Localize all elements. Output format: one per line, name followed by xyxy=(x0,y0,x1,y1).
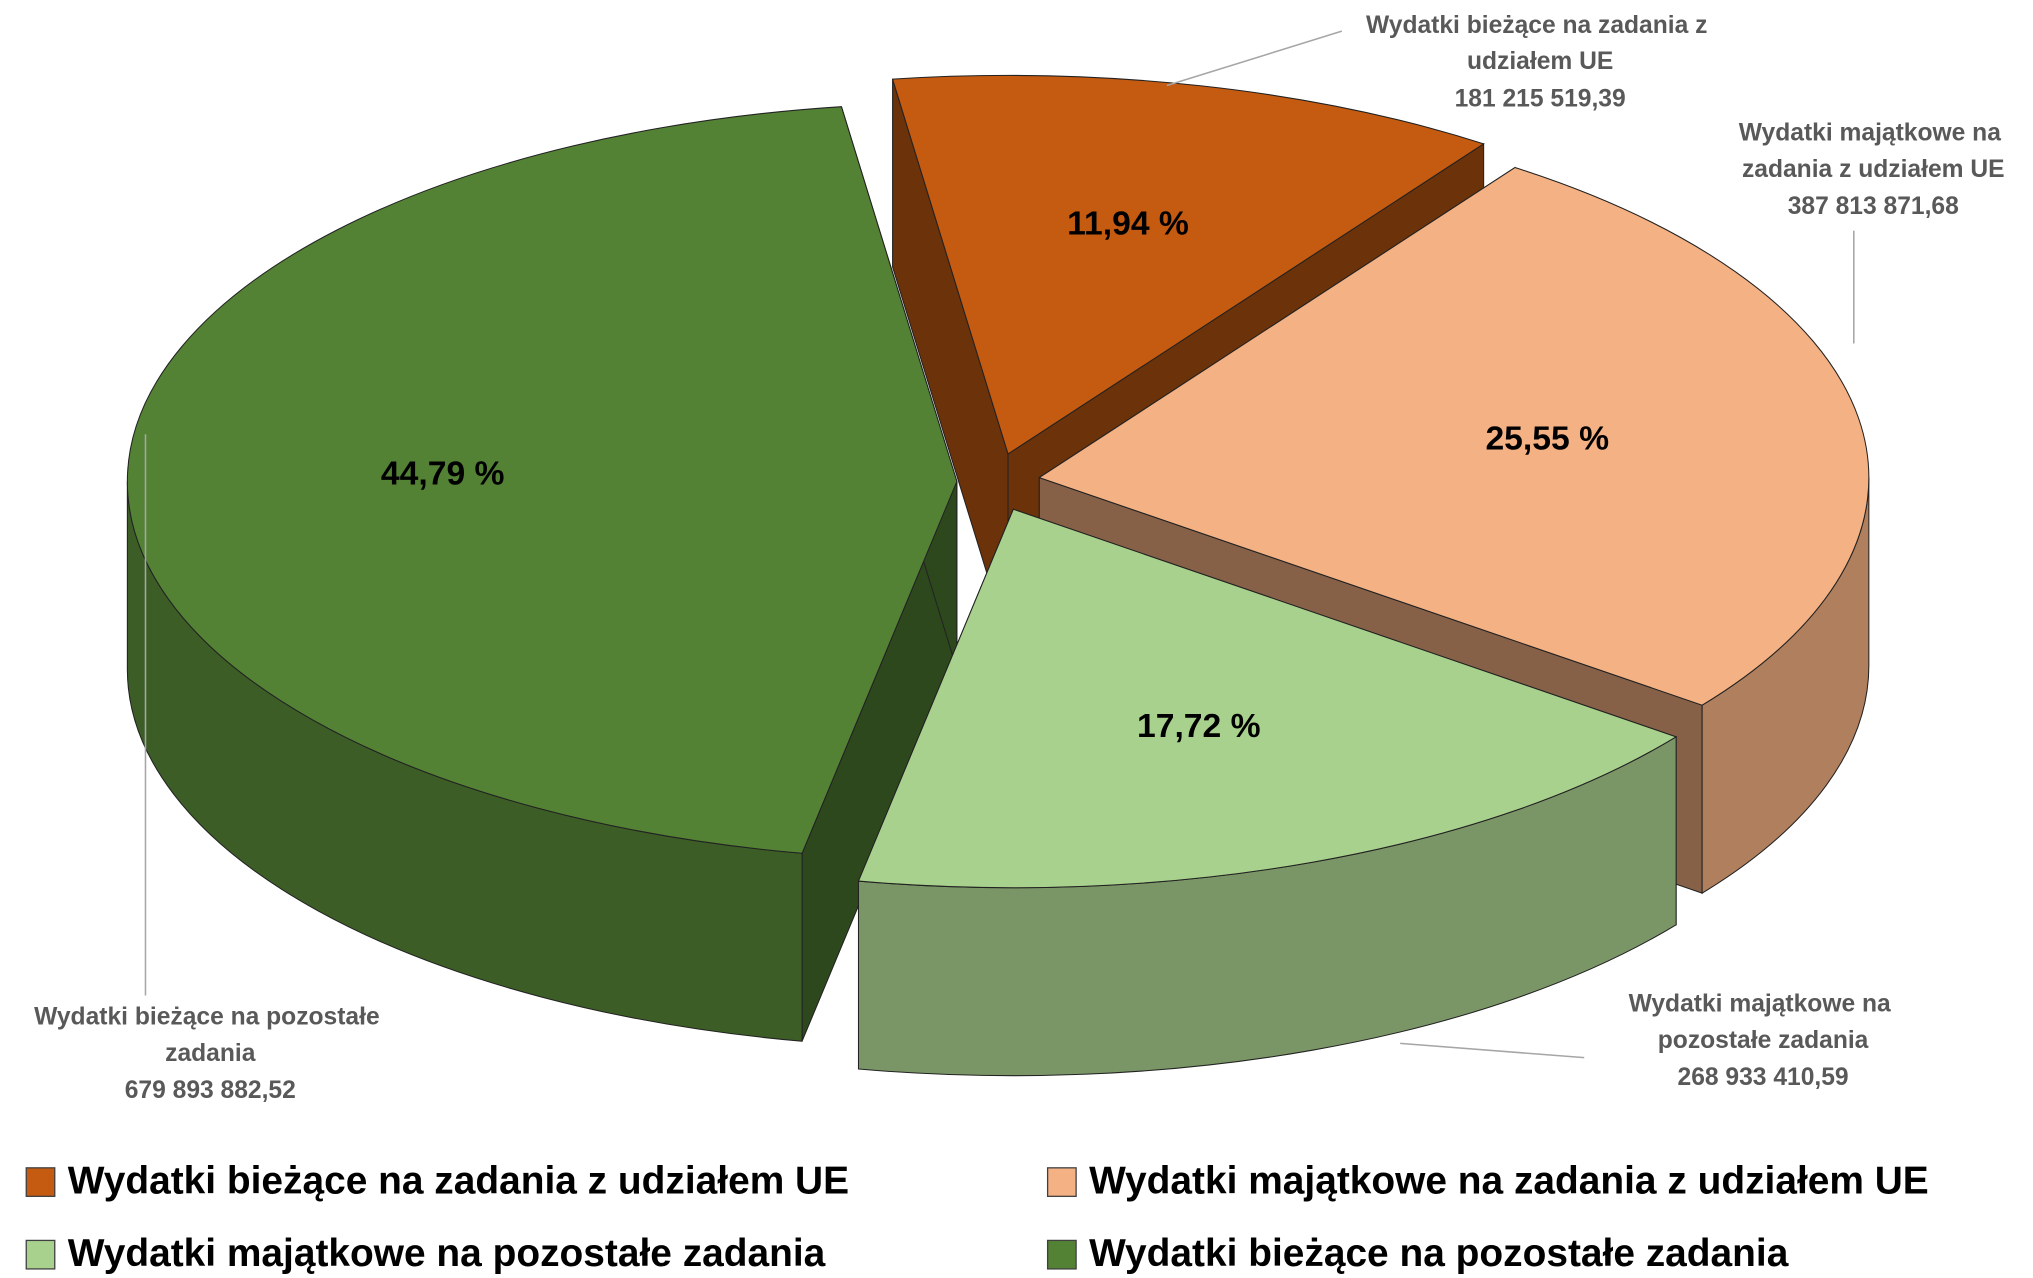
value-label: 11,94 % xyxy=(1067,206,1189,243)
value-label: 17,72 % xyxy=(1137,708,1261,745)
label-line: Wydatki majątkowe na xyxy=(1629,990,1898,1017)
value-label: 25,55 % xyxy=(1485,421,1609,458)
legend-swatch xyxy=(25,1239,56,1270)
leader-line xyxy=(1166,30,1343,87)
amount-label: 181 215 519,39 xyxy=(1455,85,1626,112)
legend-swatch xyxy=(1046,1239,1077,1270)
label-line: Wydatki bieżące na zadania z xyxy=(1366,11,1714,38)
leader-line xyxy=(1400,1042,1585,1059)
data-label: Wydatki majątkowe na pozostałe zadania xyxy=(1629,990,1898,1053)
label-line: zadania xyxy=(165,1039,256,1066)
amount-label: 387 813 871,68 xyxy=(1788,193,1959,220)
label-line: Wydatki bieżące na pozostałe xyxy=(34,1003,386,1030)
slice xyxy=(891,74,1485,455)
value-label: 44,79 % xyxy=(381,456,505,493)
slice xyxy=(126,106,958,854)
legend-label: Wydatki bieżące na pozostałe zadania xyxy=(1089,1232,1789,1275)
amount-label: 268 933 410,59 xyxy=(1678,1064,1849,1091)
legend-label: Wydatki majątkowe na zadania z udziałem … xyxy=(1089,1160,1929,1203)
legend-label: Wydatki bieżące na zadania z udziałem UE xyxy=(68,1160,849,1203)
label-line: pozostałe zadania xyxy=(1658,1026,1869,1053)
amount-label: 679 893 882,52 xyxy=(125,1077,296,1104)
legend-label: Wydatki majątkowe na pozostałe zadania xyxy=(68,1232,826,1275)
data-label: Wydatki majątkowe na zadania z udziałem … xyxy=(1739,119,2008,182)
legend-swatch xyxy=(25,1167,56,1197)
slice xyxy=(857,508,1678,889)
data-label: Wydatki bieżące na pozostałe zadania xyxy=(34,1003,386,1066)
label-line: zadania z udziałem UE xyxy=(1742,155,2005,182)
data-label: Wydatki bieżące na zadania z udziałem UE xyxy=(1366,11,1714,74)
label-line: udziałem UE xyxy=(1467,48,1613,75)
label-line: Wydatki majątkowe na xyxy=(1739,119,2008,146)
slice xyxy=(1038,166,1870,706)
legend-swatch xyxy=(1046,1167,1077,1197)
